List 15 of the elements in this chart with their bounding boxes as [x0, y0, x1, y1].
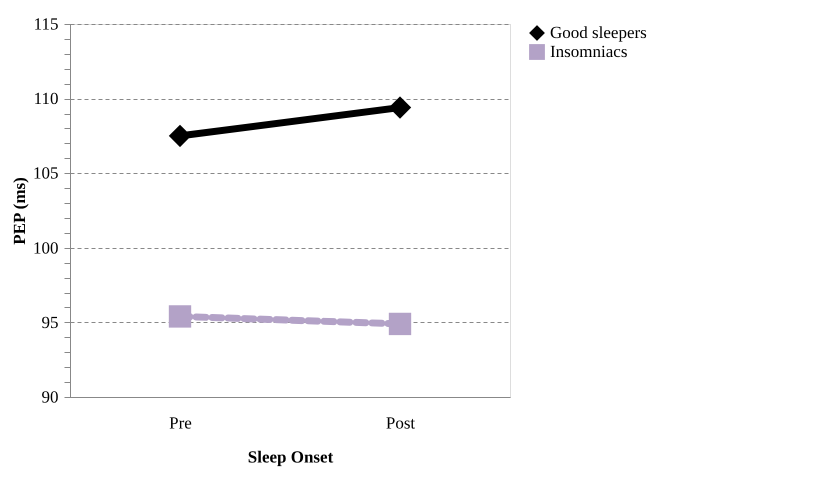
- point: [168, 305, 192, 328]
- point: [388, 312, 412, 336]
- x-axis-title: Sleep Onset: [248, 448, 334, 466]
- legend-label: Insomniacs: [550, 42, 628, 61]
- y-tick-label: 100: [33, 238, 58, 258]
- y-tick-label: 95: [42, 312, 58, 332]
- y-tick-label: 110: [34, 89, 58, 108]
- point: [388, 96, 412, 119]
- y-tick-label: 105: [33, 164, 58, 183]
- x-tick-label: Pre: [169, 414, 192, 432]
- y-axis-title: PEP (ms): [10, 177, 29, 245]
- legend-label: Good sleepers: [550, 23, 647, 42]
- y-tick-label: 115: [34, 14, 58, 34]
- y-tick-label: 90: [42, 388, 58, 406]
- x-tick-label: Post: [386, 414, 416, 432]
